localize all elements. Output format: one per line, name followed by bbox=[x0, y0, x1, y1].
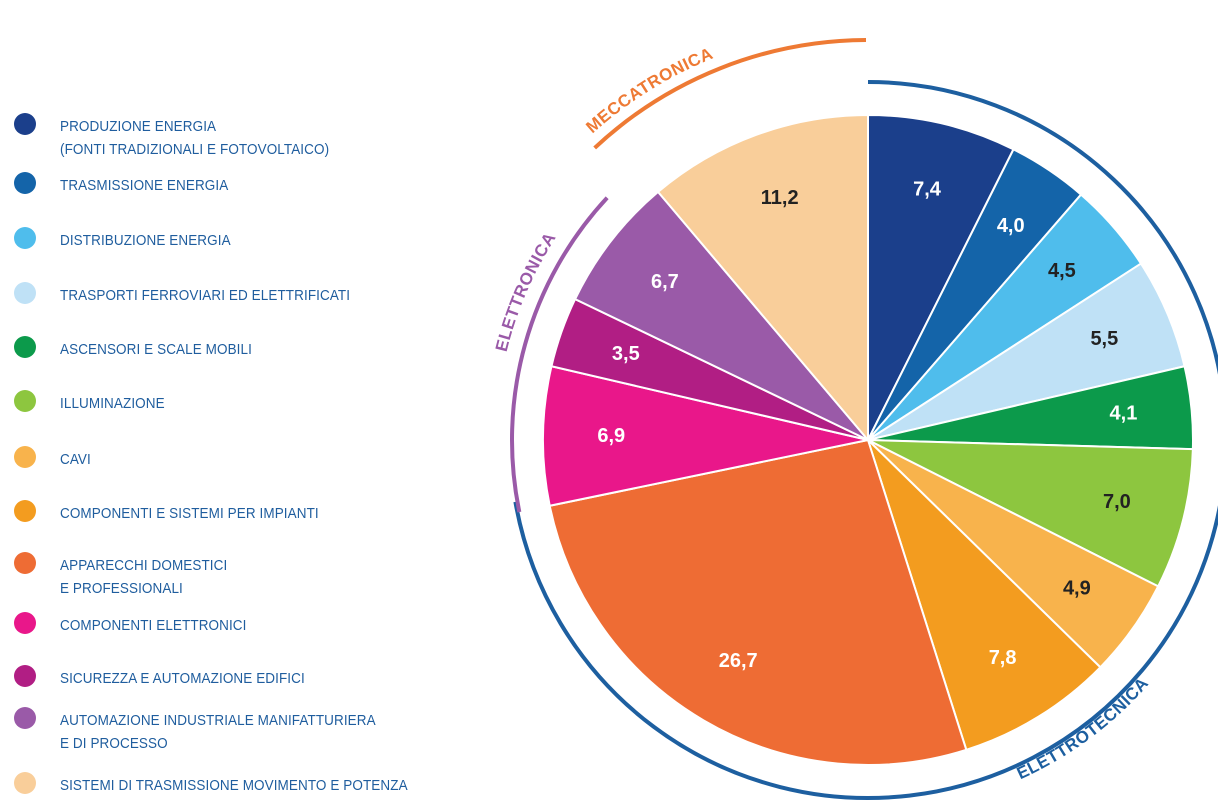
pie-slice bbox=[573, 190, 869, 441]
legend-item: ILLUMINAZIONE bbox=[14, 390, 176, 415]
value-label: 26,7 bbox=[719, 650, 758, 672]
legend-label: ILLUMINAZIONE bbox=[60, 395, 165, 412]
legend-swatch bbox=[14, 665, 36, 687]
value-label: 6,7 bbox=[651, 271, 679, 293]
value-label: 7,8 bbox=[989, 647, 1017, 669]
legend-item: CAVI bbox=[14, 446, 94, 471]
group-label-path: MECCATRONICA bbox=[582, 44, 715, 137]
pie-slice bbox=[542, 365, 869, 507]
legend-swatch bbox=[14, 772, 36, 794]
legend-label: COMPONENTI E SISTEMI PER IMPIANTI bbox=[60, 505, 319, 522]
legend-item: AUTOMAZIONE INDUSTRIALE MANIFATTURIERA E… bbox=[14, 707, 411, 755]
legend-item: TRASPORTI FERROVIARI ED ELETTRIFICATI bbox=[14, 282, 382, 307]
legend-swatch bbox=[14, 282, 36, 304]
legend-label: TRASMISSIONE ENERGIA bbox=[60, 177, 229, 194]
pie-slice bbox=[867, 439, 1102, 752]
legend-label: DISTRIBUZIONE ENERGIA bbox=[60, 232, 231, 249]
group-arc bbox=[510, 196, 609, 513]
legend-item: ASCENSORI E SCALE MOBILI bbox=[14, 336, 273, 361]
group-arc bbox=[513, 80, 1218, 800]
pie-slice bbox=[867, 113, 1015, 441]
group-arc bbox=[593, 38, 867, 150]
value-label: 4,9 bbox=[1063, 578, 1091, 600]
legend-item: SICUREZZA E AUTOMAZIONE EDIFICI bbox=[14, 665, 332, 690]
legend-item: SISTEMI DI TRASMISSIONE MOVIMENTO E POTE… bbox=[14, 772, 446, 797]
group-label: MECCATRONICA bbox=[582, 44, 716, 137]
legend-label: TRASPORTI FERROVIARI ED ELETTRIFICATI bbox=[60, 287, 351, 304]
legend-label: SICUREZZA E AUTOMAZIONE EDIFICI bbox=[60, 670, 305, 687]
legend-swatch bbox=[14, 113, 36, 135]
value-label: 4,1 bbox=[1110, 403, 1138, 425]
legend-swatch bbox=[14, 612, 36, 634]
value-label: 11,2 bbox=[761, 187, 799, 209]
pie-slice bbox=[548, 438, 968, 766]
legend-item: COMPONENTI E SISTEMI PER IMPIANTI bbox=[14, 500, 348, 525]
legend-label: ASCENSORI E SCALE MOBILI bbox=[60, 341, 252, 358]
value-label: 4,0 bbox=[997, 215, 1025, 237]
legend-item: APPARECCHI DOMESTICI E PROFESSIONALI bbox=[14, 552, 246, 600]
legend-swatch bbox=[14, 500, 36, 522]
value-label: 7,4 bbox=[913, 178, 942, 200]
legend-swatch bbox=[14, 552, 36, 574]
legend-label: CAVI bbox=[60, 451, 91, 468]
legend-swatch bbox=[14, 390, 36, 412]
legend-item: TRASMISSIONE ENERGIA bbox=[14, 172, 247, 197]
legend-label: APPARECCHI DOMESTICI E PROFESSIONALI bbox=[60, 557, 228, 597]
legend-swatch bbox=[14, 336, 36, 358]
legend-label: PRODUZIONE ENERGIA (FONTI TRADIZIONALI E… bbox=[60, 118, 330, 158]
legend-swatch bbox=[14, 446, 36, 468]
value-label: 7,0 bbox=[1103, 491, 1131, 513]
legend-swatch bbox=[14, 707, 36, 729]
legend-item: PRODUZIONE ENERGIA (FONTI TRADIZIONALI E… bbox=[14, 113, 359, 161]
legend-swatch bbox=[14, 172, 36, 194]
legend-label: SISTEMI DI TRASMISSIONE MOVIMENTO E POTE… bbox=[60, 777, 408, 794]
value-label: 5,5 bbox=[1090, 328, 1118, 350]
legend-item: COMPONENTI ELETTRONICI bbox=[14, 612, 267, 637]
group-label: ELETTRONICA bbox=[492, 229, 560, 354]
legend-label: AUTOMAZIONE INDUSTRIALE MANIFATTURIERA E… bbox=[60, 712, 376, 752]
legend-label: COMPONENTI ELETTRONICI bbox=[60, 617, 247, 634]
value-label: 4,5 bbox=[1048, 260, 1076, 282]
legend-item: DISTRIBUZIONE ENERGIA bbox=[14, 227, 250, 252]
pie-slice bbox=[867, 439, 1194, 588]
value-label: 6,9 bbox=[597, 425, 625, 447]
value-label: 3,5 bbox=[612, 343, 640, 365]
pie-slice bbox=[656, 113, 869, 443]
legend-swatch bbox=[14, 227, 36, 249]
group-label-path: ELETTRONICA bbox=[492, 229, 559, 354]
